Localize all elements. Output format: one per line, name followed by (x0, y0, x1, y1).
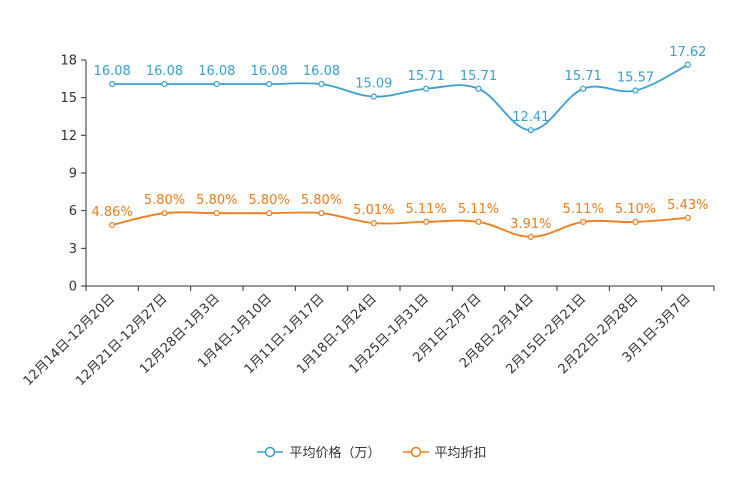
y-tick-label: 0 (69, 280, 77, 295)
series-1: 4.86% 5.80% 5.80% 5.80% 5.80% 5.01% 5.11% 5.11%… (92, 193, 708, 241)
data-point[interactable] (475, 85, 482, 92)
legend-label-discount: 平均折扣 (434, 446, 487, 461)
data-label: 15.71 (460, 69, 497, 84)
data-point[interactable] (318, 81, 325, 88)
legend-line-circle-icon (257, 446, 284, 457)
data-point[interactable] (475, 218, 482, 225)
data-point[interactable] (527, 233, 534, 241)
data-label: 16.08 (146, 64, 183, 79)
data-point[interactable] (632, 218, 639, 226)
data-point[interactable] (423, 85, 430, 92)
data-point[interactable] (213, 210, 220, 217)
y-tick-label: 9 (69, 167, 77, 182)
data-label: 15.57 (617, 71, 654, 86)
data-label: 5.01% (353, 203, 394, 218)
data-point[interactable] (109, 81, 116, 88)
data-label: 5.80% (301, 193, 342, 208)
y-tick-label: 3 (69, 242, 77, 257)
legend-item-price[interactable]: 平均价格（万） (257, 442, 381, 461)
data-label: 5.80% (144, 193, 185, 208)
data-point[interactable] (161, 210, 168, 217)
data-point[interactable] (527, 127, 534, 134)
series-layer: 16.08 16.08 16.08 16.08 16.08 15.09 15.71 15.71… (92, 45, 708, 241)
y-tick-label: 15 (60, 91, 77, 106)
legend-label-price: 平均价格（万） (289, 446, 381, 461)
data-label: 5.80% (249, 193, 290, 208)
data-label: 5.43% (667, 198, 708, 213)
data-point[interactable] (423, 218, 430, 225)
data-label: 15.71 (565, 69, 602, 84)
series-line (111, 211, 688, 238)
data-label: 5.11% (563, 202, 604, 217)
x-tick-label: 12月14日-12月20日 (21, 291, 118, 388)
legend-line-circle-icon (402, 446, 429, 457)
data-label: 15.09 (355, 77, 392, 92)
data-label: 16.08 (198, 64, 235, 79)
data-point[interactable] (632, 87, 639, 94)
data-label: 5.11% (458, 202, 499, 217)
data-label: 16.08 (251, 64, 288, 79)
data-point[interactable] (370, 219, 377, 227)
legend: 平均价格（万） 平均折扣 (0, 442, 744, 461)
data-point[interactable] (318, 210, 325, 217)
data-point[interactable] (266, 210, 273, 217)
data-point[interactable] (580, 85, 587, 92)
data-label: 17.62 (669, 45, 706, 60)
data-point[interactable] (109, 221, 116, 229)
data-point[interactable] (684, 214, 691, 221)
series-0: 16.08 16.08 16.08 16.08 16.08 15.09 15.71 15.71… (94, 45, 706, 134)
data-label: 5.10% (615, 202, 656, 217)
data-label: 16.08 (303, 64, 340, 79)
data-point[interactable] (213, 81, 220, 88)
y-tick-label: 6 (69, 204, 77, 219)
data-point[interactable] (580, 218, 587, 225)
data-point[interactable] (370, 93, 377, 100)
data-label: 5.80% (196, 193, 237, 208)
data-label: 16.08 (94, 64, 131, 79)
data-point[interactable] (684, 61, 691, 68)
data-label: 15.71 (408, 69, 445, 84)
data-label: 5.11% (406, 202, 447, 217)
data-point[interactable] (161, 81, 168, 88)
y-tick-label: 12 (60, 129, 77, 144)
legend-item-discount[interactable]: 平均折扣 (402, 442, 487, 461)
data-label: 3.91% (510, 217, 551, 232)
data-label: 4.86% (92, 205, 133, 220)
data-point[interactable] (266, 81, 273, 88)
y-tick-label: 18 (60, 54, 77, 69)
x-tick-label: 12月21日-12月27日 (73, 291, 170, 388)
data-label: 12.41 (512, 110, 549, 125)
